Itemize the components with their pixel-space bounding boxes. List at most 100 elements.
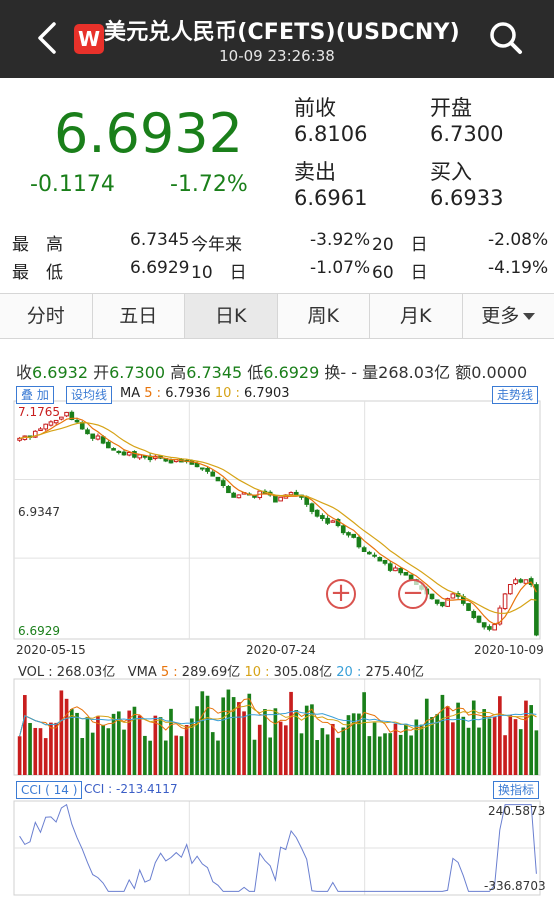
candle-body bbox=[273, 495, 278, 503]
volume-bar bbox=[75, 712, 79, 775]
volume-bar bbox=[451, 722, 455, 775]
candle-body bbox=[194, 462, 200, 468]
cci-line bbox=[19, 803, 537, 892]
overlay-button[interactable]: 叠 加 bbox=[16, 386, 54, 404]
volume-bar bbox=[518, 729, 523, 775]
open-label: 开盘 bbox=[430, 96, 472, 120]
volume-bar bbox=[456, 702, 460, 775]
tab-five-day[interactable]: 五日 bbox=[93, 294, 185, 338]
candle-body bbox=[387, 563, 393, 571]
volume-bar bbox=[205, 695, 210, 775]
cci-button[interactable]: CCI ( 14 ) bbox=[16, 781, 83, 799]
volume-value: 268.03亿 bbox=[378, 363, 451, 382]
page-title: 美元兑人民币(CFETS)(USDCNY) bbox=[104, 20, 460, 45]
candle-body bbox=[346, 532, 351, 536]
vma10-value: 305.08亿 bbox=[273, 665, 333, 680]
tab-daily-k[interactable]: 日K bbox=[185, 294, 278, 338]
volume-bar bbox=[111, 713, 116, 775]
volume-bar bbox=[257, 724, 262, 775]
volume-bar bbox=[200, 691, 205, 775]
date-axis-end: 2020-10-09 bbox=[474, 643, 544, 657]
kline-chart[interactable] bbox=[0, 339, 554, 900]
volume-bar bbox=[377, 736, 382, 775]
candle-body bbox=[340, 525, 346, 534]
tab-monthly-k[interactable]: 月K bbox=[370, 294, 463, 338]
volume-bar bbox=[513, 719, 518, 775]
cci-label: CCI : bbox=[84, 782, 113, 796]
volume-bar bbox=[127, 710, 132, 775]
candle-body bbox=[382, 559, 388, 564]
volume-bar bbox=[529, 705, 533, 775]
vma-label: VMA bbox=[127, 665, 157, 680]
candle-body bbox=[43, 423, 49, 430]
volume-bar bbox=[503, 735, 507, 775]
volume-bar bbox=[299, 733, 304, 775]
volume-bar bbox=[284, 725, 288, 775]
candle-body bbox=[215, 476, 221, 482]
high-value: 6.7345 bbox=[130, 230, 190, 250]
app-logo: W bbox=[74, 24, 104, 54]
d20-label: 20 日 bbox=[372, 235, 428, 255]
volume-bar bbox=[148, 740, 152, 775]
tab-weekly-k[interactable]: 周K bbox=[278, 294, 370, 338]
volume-bar bbox=[174, 735, 179, 775]
tab-more[interactable]: 更多 bbox=[463, 294, 554, 338]
candle-body bbox=[476, 615, 482, 623]
volume-bar bbox=[477, 727, 481, 775]
volume-bar bbox=[336, 737, 340, 775]
candle-body bbox=[440, 601, 445, 607]
vma20-line bbox=[19, 710, 537, 737]
candle-body bbox=[168, 459, 174, 464]
candle-body bbox=[445, 598, 450, 607]
zoom-in-button[interactable]: + bbox=[326, 579, 356, 609]
candle-body bbox=[226, 486, 231, 494]
candle-body bbox=[502, 593, 508, 610]
volume-bar bbox=[184, 725, 189, 775]
volume-bar bbox=[17, 736, 22, 775]
volume-bar bbox=[351, 713, 356, 775]
back-button[interactable] bbox=[30, 18, 66, 58]
search-button[interactable] bbox=[486, 18, 526, 58]
price-axis-bottom: 6.6929 bbox=[18, 624, 60, 638]
candle-body bbox=[79, 422, 85, 430]
candle-body bbox=[330, 520, 336, 523]
current-price: 6.6932 bbox=[54, 102, 243, 165]
candle-body bbox=[398, 567, 403, 574]
low-value: 6.6929 bbox=[130, 258, 190, 278]
tab-more-label: 更多 bbox=[481, 305, 520, 327]
cci-legend: CCI : -213.4117 bbox=[84, 782, 178, 796]
volume-bar bbox=[445, 706, 450, 775]
d60-label: 60 日 bbox=[372, 263, 428, 283]
volume-bar bbox=[320, 728, 325, 775]
volume-bar bbox=[143, 735, 147, 775]
set-ma-button[interactable]: 设均线 bbox=[66, 386, 113, 404]
candle-body bbox=[356, 536, 362, 548]
volume-bar bbox=[482, 709, 487, 775]
low-label: 低 bbox=[247, 363, 264, 382]
volume-bar bbox=[330, 723, 335, 775]
vma20-label: 20 : bbox=[336, 665, 362, 680]
turnover-value: - - bbox=[340, 363, 358, 382]
zoom-out-button[interactable]: − bbox=[398, 579, 428, 609]
volume-bar bbox=[28, 722, 32, 775]
volume-bar bbox=[221, 697, 226, 775]
volume-bar bbox=[367, 736, 372, 775]
turnover-label: 换 bbox=[324, 363, 341, 382]
candle-body bbox=[361, 547, 367, 553]
cci-value: -213.4117 bbox=[115, 782, 178, 796]
d10-value: -1.07% bbox=[310, 258, 371, 278]
trend-line-button[interactable]: 走势线 bbox=[492, 386, 539, 404]
tab-intraday[interactable]: 分时 bbox=[0, 294, 93, 338]
volume-bar bbox=[409, 735, 413, 775]
volume-bar bbox=[80, 738, 85, 775]
vol-value: 268.03亿 bbox=[56, 665, 116, 680]
volume-bar bbox=[179, 736, 184, 775]
ma10-line bbox=[19, 422, 537, 614]
prev-close-label: 前收 bbox=[294, 96, 336, 120]
candle-body bbox=[205, 467, 210, 472]
volume-bar bbox=[69, 709, 74, 775]
candle-body bbox=[492, 624, 497, 631]
volume-bar bbox=[461, 716, 466, 775]
candle-body bbox=[106, 441, 111, 449]
switch-indicator-button[interactable]: 换指标 bbox=[493, 781, 540, 799]
